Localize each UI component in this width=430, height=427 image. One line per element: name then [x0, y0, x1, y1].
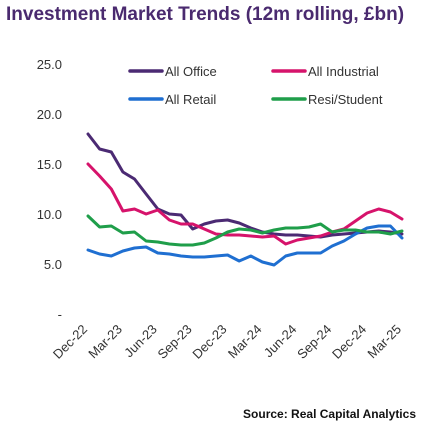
- series-line-resi-student: [86, 214, 404, 247]
- x-tick-label: Mar-24: [225, 322, 265, 362]
- legend-label-all-office: All Office: [165, 64, 217, 79]
- source-note: Source: Real Capital Analytics: [243, 407, 416, 421]
- y-tick-label: 15.0: [37, 157, 62, 172]
- x-tick-label: Dec-22: [50, 322, 90, 362]
- legend-label-all-industrial: All Industrial: [308, 64, 379, 79]
- chart-title: Investment Market Trends (12m rolling, £…: [6, 4, 405, 25]
- y-tick-label: 25.0: [37, 57, 62, 72]
- y-tick-label: 20.0: [37, 107, 62, 122]
- series-line-all-retail: [86, 224, 404, 267]
- x-tick-label: Dec-24: [329, 322, 369, 362]
- legend-label-resi-student: Resi/Student: [308, 92, 383, 107]
- y-tick-label: 5.0: [44, 257, 62, 272]
- x-tick-label: Mar-23: [85, 322, 125, 362]
- y-tick-label: 10.0: [37, 207, 62, 222]
- x-tick-label: Dec-23: [189, 322, 229, 362]
- legend-label-all-retail: All Retail: [165, 92, 216, 107]
- x-tick-label: Mar-25: [364, 322, 404, 362]
- y-tick-label: -: [58, 307, 62, 322]
- x-tick-label: Jun-23: [121, 322, 160, 361]
- x-tick-label: Sep-24: [294, 322, 334, 362]
- x-tick-label: Sep-23: [155, 322, 195, 362]
- series-line-all-office: [86, 132, 404, 239]
- x-tick-label: Jun-24: [261, 322, 300, 361]
- series-line-all-industrial: [86, 162, 404, 246]
